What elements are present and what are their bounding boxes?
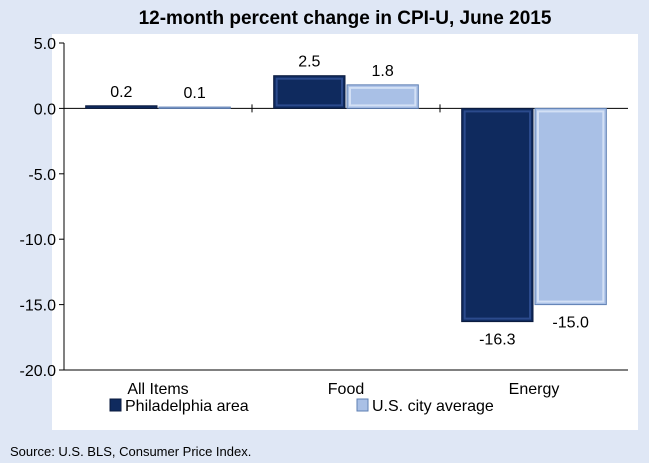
plot-area: 5.0 0.0 -5.0 -10.0 -15.0 -20.0 0.2 0.1 All Items… xyxy=(20,36,628,398)
data-label: 1.8 xyxy=(372,63,394,80)
y-tick-label: -15.0 xyxy=(20,298,57,315)
y-tick-label: -10.0 xyxy=(20,232,57,249)
data-label: -16.3 xyxy=(479,332,516,349)
legend-label: U.S. city average xyxy=(372,398,494,415)
source-note: Source: U.S. BLS, Consumer Price Index. xyxy=(10,444,251,459)
bar xyxy=(85,105,158,109)
legend: Philadelphia area U.S. city average xyxy=(109,398,494,415)
bar xyxy=(461,107,534,323)
data-label: 0.2 xyxy=(110,84,132,101)
bar xyxy=(158,106,231,109)
bar-bevel xyxy=(349,86,417,107)
x-category-label: Energy xyxy=(509,381,560,398)
bar-bevel xyxy=(275,77,343,107)
bar-bevel xyxy=(463,110,531,320)
data-label: 0.1 xyxy=(184,85,206,102)
data-label: -15.0 xyxy=(552,315,589,332)
y-tick-label: 0.0 xyxy=(34,101,56,118)
x-category-label: All Items xyxy=(127,381,188,398)
legend-swatch xyxy=(356,398,369,412)
bar-bevel xyxy=(537,110,605,303)
data-label: 2.5 xyxy=(298,54,320,71)
x-category-label: Food xyxy=(328,381,364,398)
y-tick-label: -20.0 xyxy=(20,363,57,380)
legend-label: Philadelphia area xyxy=(125,398,249,415)
chart-title: 12-month percent change in CPI-U, June 2… xyxy=(139,8,552,29)
bar xyxy=(534,107,607,306)
y-tick-label: 5.0 xyxy=(34,36,56,53)
y-tick-label: -5.0 xyxy=(28,167,56,184)
bar xyxy=(346,84,419,109)
legend-swatch xyxy=(109,398,122,412)
bar xyxy=(273,75,346,109)
